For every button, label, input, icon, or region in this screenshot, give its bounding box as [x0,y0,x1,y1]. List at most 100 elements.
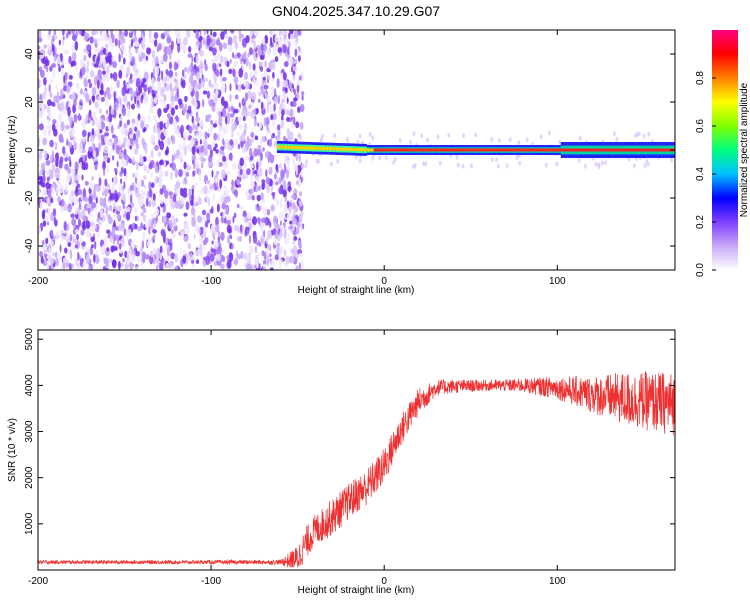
heatmap-cell [288,207,292,215]
heatmap-cell [141,240,145,249]
heatmap-cell [197,122,200,127]
heatmap-cell [136,129,141,139]
heatmap-cell [118,183,123,193]
heatmap-cell [269,154,275,164]
heatmap-cell [140,81,145,88]
heatmap-cell [215,176,219,183]
heatmap-cell [66,167,72,175]
heatmap-cell [463,148,468,152]
heatmap-cell [245,263,251,270]
heatmap-cell [104,91,107,98]
heatmap-cell [225,33,229,39]
heatmap-cell [157,109,161,119]
heatmap-cell [156,80,161,91]
heatmap-cell [206,114,212,119]
heatmap-cell [238,124,243,130]
heatmap-cell [136,227,142,232]
heatmap-cell [571,148,575,152]
heatmap-cell [249,164,255,169]
heatmap-cell [533,148,537,152]
heatmap-cell [59,244,62,253]
heatmap-cell [267,230,272,240]
heatmap-cell [577,157,581,163]
heatmap-cell [48,83,51,93]
heatmap-cell [106,247,109,252]
heatmap-cell [38,176,43,181]
heatmap-cell [92,95,95,103]
heatmap-cell [264,92,268,100]
heatmap-cell [172,97,175,108]
heatmap-cell [277,95,280,105]
heatmap-cell [242,116,246,122]
heatmap-cell [144,165,150,174]
heatmap-cell [154,144,159,151]
heatmap-cell [164,149,169,156]
heatmap-cell [159,140,165,151]
heatmap-cell [135,265,139,270]
heatmap-cell [81,241,86,247]
heatmap-cell [174,253,179,263]
heatmap-cell [87,113,90,124]
heatmap-cell [77,173,81,182]
heatmap-cell [292,239,296,245]
heatmap-cell [236,178,241,185]
heatmap-cell [223,30,227,35]
heatmap-cell [89,246,94,256]
heatmap-cell [256,108,259,114]
heatmap-cell [140,120,145,130]
heatmap-cell [297,249,303,255]
heatmap-cell [276,145,281,149]
heatmap-cell [76,82,80,90]
heatmap-cell [286,116,290,122]
heatmap-cell [178,204,182,210]
heatmap-cell [287,46,290,55]
heatmap-cell [169,116,174,125]
heatmap-cell [171,217,174,223]
heatmap-cell [127,188,130,197]
heatmap-cell [89,146,93,153]
heatmap-cell [77,251,80,261]
heatmap-cell [109,192,113,201]
heatmap-cell [230,105,234,112]
heatmap-cell [258,242,262,247]
heatmap-cell [558,139,562,145]
heatmap-cell [163,31,168,36]
heatmap-cell [85,161,88,171]
heatmap-cell [194,181,198,187]
heatmap-cell [267,155,270,164]
heatmap-cell [206,219,211,224]
heatmap-cell [58,39,62,46]
heatmap-cell [293,97,298,102]
heatmap-cell [141,94,144,100]
heatmap-cell [285,202,288,212]
heatmap-cell [488,148,492,152]
heatmap-cell [178,98,183,105]
heatmap-cell [151,212,156,219]
heatmap-cell [124,263,128,270]
heatmap-cell [299,104,305,113]
heatmap-cell [158,160,164,166]
heatmap-cell [301,95,304,101]
heatmap-cell [129,133,133,139]
heatmap-cell [129,185,134,192]
heatmap-cell [145,55,149,61]
heatmap-cell [288,32,291,40]
heatmap-cell [254,135,259,141]
heatmap-cell [156,46,160,53]
heatmap-cell [297,106,301,113]
heatmap-cell [271,118,276,128]
heatmap-cell [95,186,99,192]
heatmap-cell [211,105,216,112]
heatmap-cell [106,30,109,34]
heatmap-cell [294,48,298,58]
heatmap-cell [290,146,295,149]
heatmap-cell [289,30,294,35]
heatmap-cell [409,139,413,145]
heatmap-cell [240,133,246,142]
heatmap-cell [166,46,172,56]
heatmap-cell [280,120,285,129]
heatmap-cell [207,126,213,136]
heatmap-cell [44,85,47,94]
heatmap-cell [170,252,176,260]
